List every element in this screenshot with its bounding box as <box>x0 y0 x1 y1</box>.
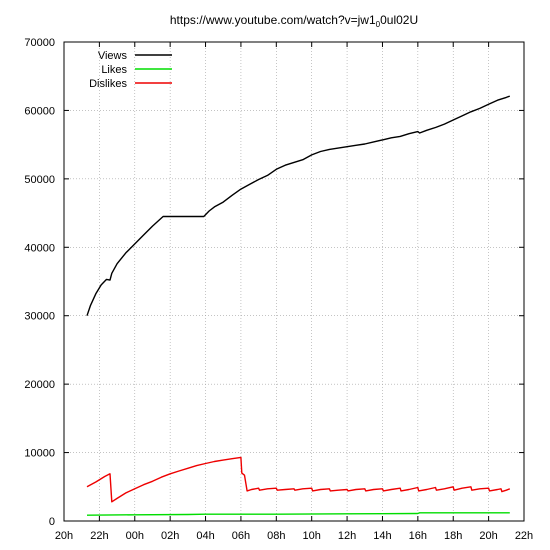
x-tick-label: 16h <box>409 530 427 542</box>
x-tick-label: 04h <box>196 530 214 542</box>
x-tick-label: 02h <box>161 530 179 542</box>
x-tick-label: 12h <box>338 530 356 542</box>
legend: Views Likes Dislikes <box>89 50 172 90</box>
chart-title-subscript: 0 <box>376 20 381 29</box>
series-line-dislikes <box>86 456 511 503</box>
x-tick-label: 20h <box>55 530 73 542</box>
y-tick-label: 0 <box>49 516 55 528</box>
x-tick-label: 14h <box>373 530 391 542</box>
axis-ticks: 20h 22h 00h 02h 04h 06h 08h 10h 12h 14h 16h 18h 20h 2… <box>24 37 533 542</box>
y-tick-label: 60000 <box>24 105 55 117</box>
y-tick-label: 40000 <box>24 242 55 254</box>
series-line-likes <box>86 512 510 516</box>
legend-label-likes: Likes <box>101 64 127 76</box>
x-tick-label: 22h <box>515 530 533 542</box>
plot-frame <box>63 41 525 522</box>
chart-title-part-2: 0ul02U <box>380 13 418 27</box>
series-lines <box>86 95 511 516</box>
legend-label-dislikes: Dislikes <box>89 78 127 90</box>
x-tick-label: 06h <box>232 530 250 542</box>
series-line-views <box>86 95 511 316</box>
y-tick-label: 10000 <box>24 448 55 460</box>
x-tick-label: 00h <box>126 530 144 542</box>
x-tick-label: 10h <box>303 530 321 542</box>
x-tick-label: 20h <box>479 530 497 542</box>
chart-title-part-1: https://www.youtube.com/watch?v=jw1 <box>170 13 376 27</box>
grid-lines <box>64 42 524 521</box>
y-tick-label: 50000 <box>24 174 55 186</box>
y-tick-label: 20000 <box>24 379 55 391</box>
x-tick-label: 08h <box>267 530 285 542</box>
y-tick-label: 70000 <box>24 37 55 49</box>
y-tick-label: 30000 <box>24 311 55 323</box>
x-tick-label: 22h <box>90 530 108 542</box>
x-tick-label: 18h <box>444 530 462 542</box>
legend-label-views: Views <box>98 50 128 62</box>
chart-title: https://www.youtube.com/watch?v=jw100ul0… <box>170 13 418 29</box>
